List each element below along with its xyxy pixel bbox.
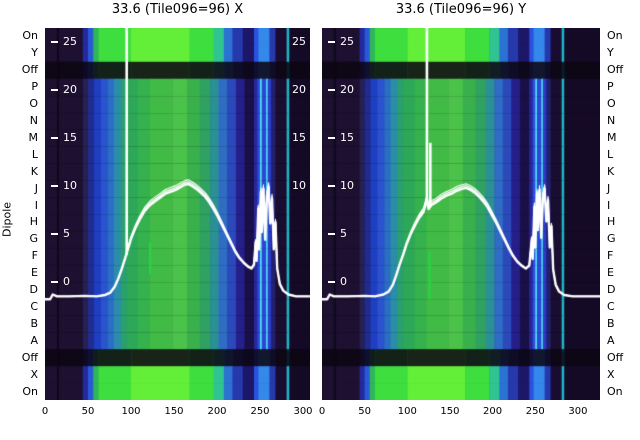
y-tick-label: 5 bbox=[328, 227, 347, 241]
dipole-label-right: F bbox=[607, 249, 614, 263]
dipole-label-right: C bbox=[607, 300, 615, 313]
panel-title-x: 33.6 (Tile096=96) X bbox=[111, 2, 244, 17]
y-tick-mark bbox=[51, 89, 58, 91]
dipole-label-left: N bbox=[29, 114, 38, 127]
x-tick-label: 50 bbox=[81, 406, 95, 417]
dipole-label-right: On bbox=[607, 384, 623, 398]
y-tick-mark bbox=[51, 41, 58, 43]
dipole-label-right: O bbox=[607, 97, 616, 111]
x-tick-label: 0 bbox=[41, 406, 49, 417]
dipole-label-right: I bbox=[607, 198, 611, 212]
y-tick-label: 25 bbox=[328, 35, 354, 49]
x-tick-label: 100 bbox=[397, 406, 417, 417]
dipole-label-left: K bbox=[30, 164, 38, 178]
dipole-label-right: X bbox=[607, 367, 615, 381]
dipole-label-left: Y bbox=[31, 46, 38, 60]
y-tick-mark bbox=[51, 185, 58, 187]
dipole-label-left: E bbox=[31, 266, 38, 280]
y-tick-label: 5 bbox=[51, 227, 70, 241]
x-tick-label: 250 bbox=[525, 406, 545, 417]
y-tick-label: 20 bbox=[51, 83, 77, 97]
y-tick-label-right: 10 bbox=[292, 179, 306, 192]
dipole-label-left: O bbox=[29, 97, 38, 111]
dipole-label-left: Off bbox=[21, 350, 38, 364]
dipole-label-right: L bbox=[607, 147, 614, 161]
dipole-label-right: Y bbox=[607, 46, 614, 60]
dipole-label-right: B bbox=[607, 316, 615, 330]
dipole-label-right: G bbox=[607, 232, 616, 246]
x-tick-label: 50 bbox=[358, 406, 371, 417]
y-tick-mark bbox=[51, 233, 58, 235]
dipole-label-left: G bbox=[29, 232, 38, 246]
heatmap-panel-x bbox=[45, 28, 310, 400]
y-tick-mark bbox=[51, 281, 58, 283]
x-tick-label: 100 bbox=[121, 406, 141, 417]
y-tick-mark bbox=[328, 41, 335, 43]
dipole-label-right: K bbox=[607, 164, 615, 178]
dipole-label-left: On bbox=[22, 29, 38, 43]
x-tick-label: 250 bbox=[250, 406, 270, 417]
x-tick-label: 150 bbox=[440, 406, 460, 417]
y-tick-label: 10 bbox=[328, 179, 354, 193]
heatmap-panel-y bbox=[322, 28, 600, 400]
dipole-label-left: L bbox=[31, 147, 38, 161]
y-tick-label: 15 bbox=[51, 131, 77, 145]
dipole-label-left: On bbox=[22, 384, 38, 398]
x-tick-label: 150 bbox=[164, 406, 184, 417]
x-tick-label: 300 bbox=[293, 406, 313, 417]
dipole-label-right: M bbox=[607, 130, 617, 144]
y-tick-label-right: 25 bbox=[292, 35, 306, 48]
x-tick-label: 200 bbox=[207, 406, 227, 417]
dipole-label-left: D bbox=[29, 283, 38, 297]
y-tick-mark bbox=[328, 89, 335, 91]
y-tick-label-right: 20 bbox=[292, 83, 306, 96]
x-tick-label: 200 bbox=[483, 406, 503, 417]
y-tick-mark bbox=[328, 137, 335, 139]
y-tick-mark bbox=[328, 233, 335, 235]
y-tick-label: 0 bbox=[51, 275, 70, 289]
dipole-label-right: Off bbox=[607, 63, 624, 77]
y-tick-label: 20 bbox=[328, 83, 354, 97]
dipole-label-right: P bbox=[607, 80, 614, 94]
y-tick-label-right: 15 bbox=[292, 131, 306, 144]
dipole-label-left: B bbox=[30, 316, 38, 330]
y-tick-mark bbox=[51, 137, 58, 139]
dipole-label-left: I bbox=[34, 198, 38, 212]
dipole-label-left: M bbox=[28, 130, 39, 144]
dipole-label-right: D bbox=[607, 283, 616, 297]
y-tick-label: 25 bbox=[51, 35, 77, 49]
dipole-label-right: On bbox=[607, 29, 623, 43]
dipole-label-left: Off bbox=[21, 63, 38, 77]
y-tick-mark bbox=[328, 185, 335, 187]
dipole-label-left: C bbox=[30, 300, 38, 313]
x-tick-label: 300 bbox=[568, 406, 588, 417]
y-tick-mark bbox=[328, 281, 335, 283]
dipole-label-left: P bbox=[31, 80, 38, 94]
dipole-label-left: F bbox=[31, 249, 38, 263]
x-tick-label: 0 bbox=[318, 406, 326, 417]
dipole-label-left: A bbox=[30, 333, 38, 347]
panel-title-y: 33.6 (Tile096=96) Y bbox=[395, 2, 527, 17]
dipole-label-right: E bbox=[607, 266, 614, 280]
y-tick-label: 15 bbox=[328, 131, 354, 145]
dipole-label-right: Off bbox=[607, 350, 624, 364]
y-tick-label: 10 bbox=[51, 179, 77, 193]
dipole-label-right: J bbox=[607, 181, 611, 195]
dipole-label-right: N bbox=[607, 114, 616, 127]
y-tick-label: 0 bbox=[328, 275, 347, 289]
dipole-label-left: H bbox=[29, 215, 38, 229]
dipole-label-left: J bbox=[34, 181, 38, 195]
dipole-label-left: X bbox=[30, 367, 38, 381]
dipole-label-right: H bbox=[607, 215, 616, 229]
dipole-label-right: A bbox=[607, 333, 615, 347]
